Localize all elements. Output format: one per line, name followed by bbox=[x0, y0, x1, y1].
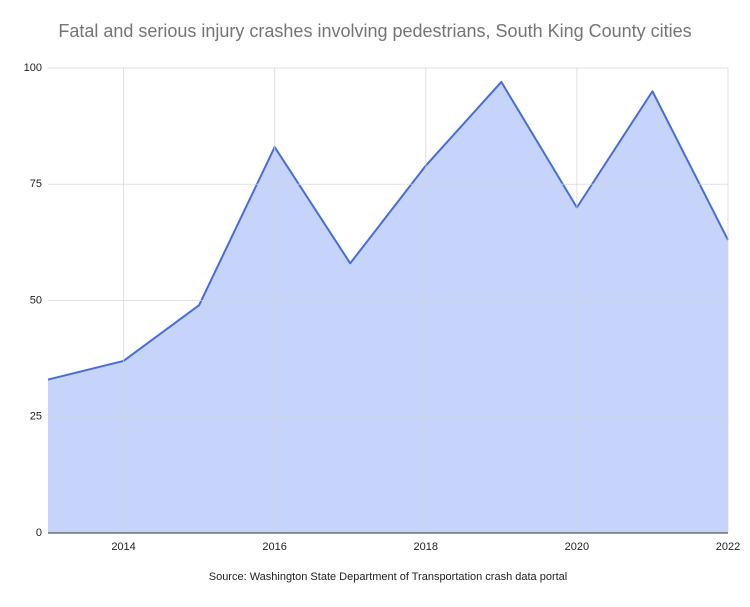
x-tick-label: 2016 bbox=[262, 541, 286, 553]
area-fill bbox=[48, 81, 728, 533]
y-tick-label: 100 bbox=[24, 62, 42, 74]
y-tick-label: 75 bbox=[30, 178, 42, 190]
x-tick-label: 2018 bbox=[414, 541, 438, 553]
source-note: Source: Washington State Department of T… bbox=[209, 571, 568, 583]
y-tick-label: 50 bbox=[30, 294, 42, 306]
x-tick-label: 2014 bbox=[111, 541, 135, 553]
x-tick-label: 2022 bbox=[716, 541, 740, 553]
y-tick-label: 25 bbox=[30, 411, 42, 423]
area-line bbox=[47, 80, 729, 381]
chart-title: Fatal and serious injury crashes involvi… bbox=[58, 21, 691, 41]
x-tick-label: 2020 bbox=[565, 541, 589, 553]
y-tick-label: 0 bbox=[36, 527, 42, 539]
